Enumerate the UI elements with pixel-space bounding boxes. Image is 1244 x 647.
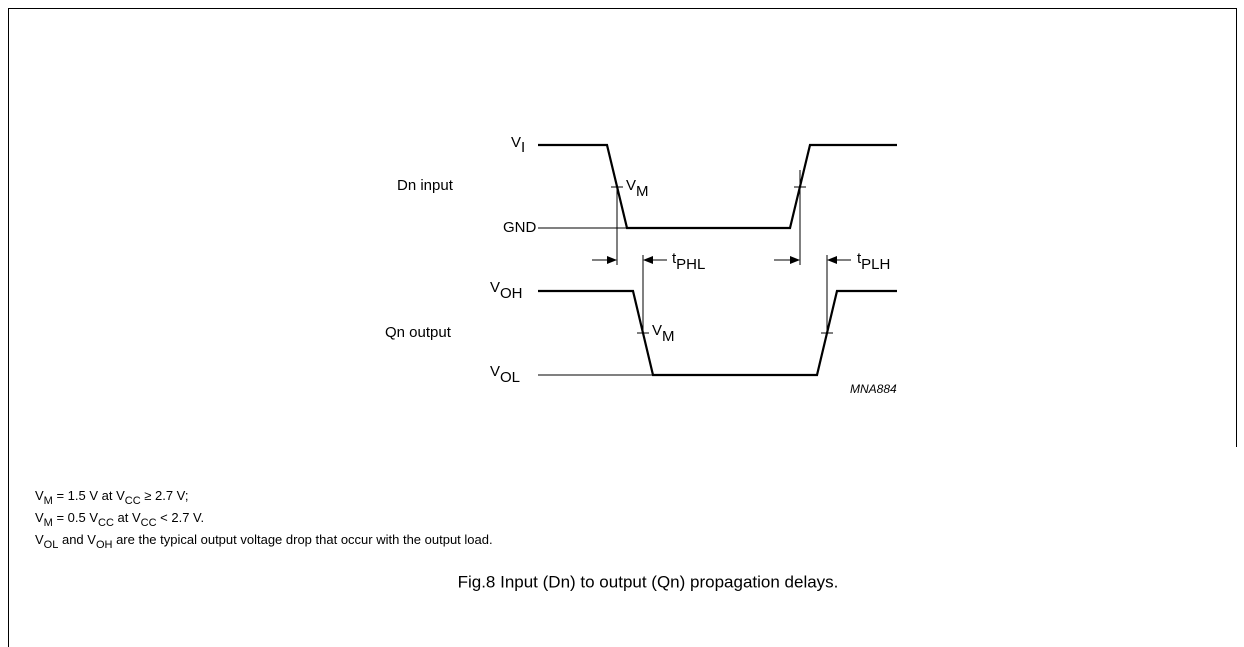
vol-label: VOL [490, 363, 520, 386]
note: VM = 0.5 VCC at VCC < 2.7 V. [35, 510, 204, 528]
subscript: OH [96, 539, 113, 551]
note-text: = 0.5 V [53, 510, 98, 525]
main: V [490, 363, 500, 380]
note-text: V [35, 532, 44, 547]
subscript: CC [98, 517, 114, 529]
vi-label: VI [511, 134, 525, 156]
main: V [511, 134, 521, 151]
main: t [857, 250, 862, 267]
sub: OL [500, 369, 520, 386]
note-text: ≥ 2.7 V; [141, 488, 189, 503]
main: V [626, 177, 636, 194]
tphl-label: tPHL [672, 250, 705, 273]
subscript: M [44, 495, 53, 507]
frame [8, 8, 1237, 647]
figure-code: MNA884 [850, 382, 897, 396]
vm-label: VM [626, 177, 649, 200]
main: t [672, 250, 677, 267]
sub: M [636, 183, 649, 200]
sub: PLH [861, 256, 890, 273]
subscript: CC [125, 495, 141, 507]
notes: VM = 1.5 V at VCC ≥ 2.7 V;VM = 0.5 VCC a… [35, 488, 493, 550]
waveforms [538, 143, 897, 377]
output-wave [538, 289, 897, 377]
note-text: at V [114, 510, 141, 525]
input-wave [538, 143, 897, 230]
sub: I [521, 139, 525, 156]
main: V [652, 322, 662, 339]
note: VOL and VOH are the typical output volta… [35, 532, 493, 550]
gnd-label: GND [503, 219, 537, 236]
note-text: < 2.7 V. [157, 510, 205, 525]
vm-label: VM [652, 322, 675, 345]
sub: OH [500, 285, 523, 302]
main: V [490, 279, 500, 296]
subscript: OL [44, 539, 59, 551]
output-label: Qn output [385, 324, 452, 341]
tplh-label: tPLH [857, 250, 890, 273]
note-text: V [35, 510, 44, 525]
caption: Fig.8 Input (Dn) to output (Qn) propagat… [458, 572, 839, 591]
note-text: are the typical output voltage drop that… [112, 532, 492, 547]
input-label: Dn input [397, 177, 454, 194]
voh-label: VOH [490, 279, 523, 302]
sub: PHL [676, 256, 705, 273]
note-text: V [35, 488, 44, 503]
note: VM = 1.5 V at VCC ≥ 2.7 V; [35, 488, 188, 506]
note-text: and V [58, 532, 96, 547]
note-text: = 1.5 V at V [53, 488, 125, 503]
subscript: CC [141, 517, 157, 529]
sub: M [662, 328, 675, 345]
subscript: M [44, 517, 53, 529]
